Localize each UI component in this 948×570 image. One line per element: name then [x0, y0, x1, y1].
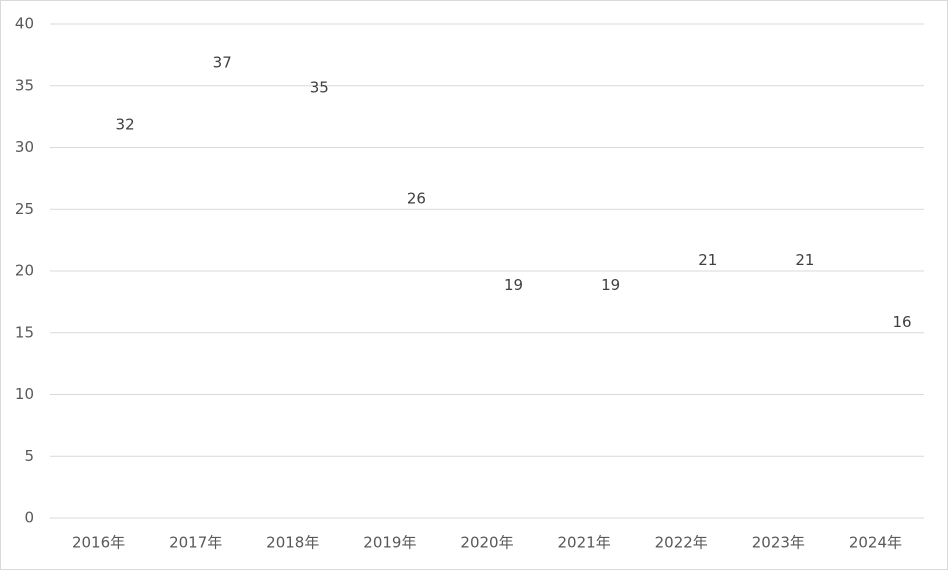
data-label: 32: [116, 115, 135, 133]
x-tick-label: 2017年: [169, 534, 222, 552]
data-label: 35: [310, 78, 329, 96]
x-tick-label: 2019年: [363, 534, 416, 552]
data-label: 26: [407, 189, 426, 207]
y-tick-label: 0: [24, 509, 34, 527]
y-tick-label: 20: [15, 262, 34, 280]
y-tick-label: 30: [15, 138, 34, 156]
data-label: 21: [698, 251, 717, 269]
y-tick-label: 40: [15, 15, 34, 33]
x-tick-label: 2022年: [655, 534, 708, 552]
y-tick-label: 25: [15, 200, 34, 218]
data-label: 21: [795, 251, 814, 269]
y-tick-label: 15: [15, 323, 34, 341]
data-label: 16: [892, 313, 911, 331]
x-tick-label: 2020年: [460, 534, 513, 552]
data-label: 37: [213, 54, 232, 72]
data-label: 19: [504, 276, 523, 294]
y-tick-label: 5: [24, 447, 34, 465]
x-tick-label: 2018年: [266, 534, 319, 552]
x-tick-label: 2016年: [72, 534, 125, 552]
x-tick-label: 2023年: [752, 534, 805, 552]
data-label: 19: [601, 276, 620, 294]
y-tick-label: 10: [15, 385, 34, 403]
x-tick-label: 2024年: [849, 534, 902, 552]
y-tick-label: 35: [15, 76, 34, 94]
x-tick-label: 2021年: [558, 534, 611, 552]
